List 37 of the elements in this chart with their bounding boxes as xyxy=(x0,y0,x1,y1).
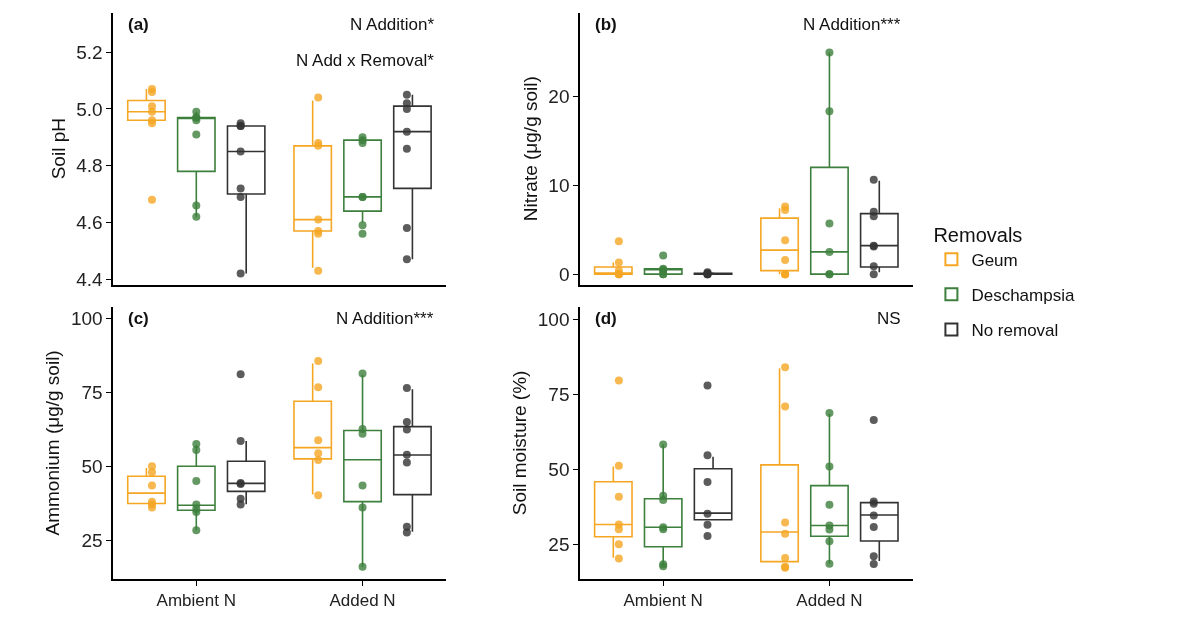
legend-title: Removals xyxy=(933,223,1023,246)
y-tick-label: 4.6 xyxy=(76,212,103,234)
legend-label: No removal xyxy=(971,321,1059,341)
y-tick-label: 4.4 xyxy=(76,268,104,290)
legend-label: Geum xyxy=(971,250,1018,270)
y-tick-label: 5.2 xyxy=(76,41,103,63)
y-axis-title: Soil pH xyxy=(47,118,69,180)
y-tick-label: 0 xyxy=(558,263,570,285)
y-tick-label: 5.0 xyxy=(76,98,103,120)
y-tick-label: 10 xyxy=(548,174,570,196)
y-tick-label: 50 xyxy=(81,455,103,477)
y-axis-title: Soil moisture (%) xyxy=(509,370,531,516)
y-tick-label: 75 xyxy=(81,382,103,404)
x-tick-label: Added N xyxy=(796,591,863,611)
y-axis-title: Nitrate (μg/g soil) xyxy=(519,76,541,222)
y-tick-label: 75 xyxy=(548,384,570,406)
y-tick-label: 25 xyxy=(548,533,570,555)
annotation: (c) xyxy=(128,309,149,328)
y-tick-label: 100 xyxy=(70,308,103,330)
y-tick-label: 25 xyxy=(81,529,103,551)
annotation: NS xyxy=(877,309,901,328)
annotation: (b) xyxy=(595,15,617,34)
y-tick-label: 100 xyxy=(537,309,570,331)
annotation: N Add x Removal* xyxy=(296,51,435,70)
x-tick-label: Added N xyxy=(329,591,396,611)
annotation: N Addition*** xyxy=(803,15,901,34)
annotation: N Addition*** xyxy=(336,309,434,328)
y-tick-label: 50 xyxy=(548,459,570,481)
y-axis-title: Ammonium (μg/g soil) xyxy=(42,350,64,536)
x-tick-label: Ambient N xyxy=(623,591,703,611)
legend-label: Deschampsia xyxy=(971,285,1075,305)
y-tick-label: 20 xyxy=(548,85,570,107)
annotation: (a) xyxy=(128,15,149,34)
annotation: (d) xyxy=(595,309,617,328)
x-tick-label: Ambient N xyxy=(156,591,236,611)
annotation: N Addition* xyxy=(350,15,435,34)
y-tick-label: 4.8 xyxy=(76,155,103,177)
